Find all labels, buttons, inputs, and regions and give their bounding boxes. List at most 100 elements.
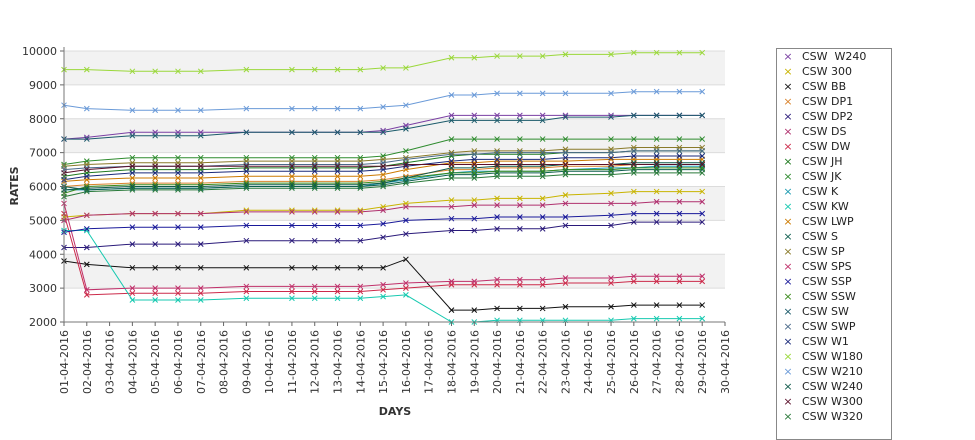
data-point — [83, 134, 90, 141]
legend-label: CSW JK — [802, 170, 842, 183]
data-point — [539, 195, 546, 202]
data-point-stroke — [471, 175, 478, 181]
data-point — [334, 173, 341, 180]
data-point-stroke — [152, 187, 159, 193]
data-point — [83, 212, 90, 219]
data-point — [289, 129, 295, 136]
data-point-stroke — [517, 305, 523, 312]
data-point — [83, 183, 90, 190]
data-point — [539, 225, 546, 232]
data-point-stroke — [448, 54, 455, 61]
data-point-stroke — [494, 305, 500, 312]
data-point — [403, 231, 409, 237]
legend-item: × CSW W1 — [777, 334, 891, 349]
data-point — [83, 173, 90, 180]
data-point-stroke — [517, 163, 523, 170]
data-point-stroke — [243, 237, 250, 244]
data-point-stroke — [562, 275, 569, 281]
legend-marker-icon: × — [783, 185, 793, 198]
data-point — [380, 264, 386, 271]
data-point-stroke — [243, 283, 250, 290]
data-point — [380, 207, 386, 214]
data-point — [357, 209, 364, 215]
data-point — [699, 159, 706, 166]
data-point — [517, 90, 523, 97]
data-point-stroke — [83, 183, 90, 190]
data-point-stroke — [630, 315, 637, 322]
data-point-stroke — [448, 227, 455, 234]
data-point — [197, 297, 204, 303]
data-point — [471, 54, 478, 61]
data-point — [448, 227, 455, 234]
data-point-stroke — [494, 195, 500, 202]
data-point-stroke — [494, 168, 500, 175]
data-point — [494, 53, 500, 59]
data-point — [494, 136, 500, 142]
line-chart: 2000 3000 4000 5000 6000 7000 8000 9000 10000 01… — [8, 45, 732, 418]
series-line — [63, 169, 703, 191]
data-point-stroke — [83, 105, 90, 112]
legend-marker-icon: × — [783, 365, 793, 378]
data-point-stroke — [676, 273, 683, 280]
data-point — [608, 154, 614, 161]
data-point — [653, 136, 660, 142]
data-point-stroke — [471, 112, 478, 119]
data-point — [243, 209, 250, 215]
data-point — [539, 202, 546, 208]
data-point — [517, 202, 523, 208]
data-point-stroke — [676, 219, 683, 225]
legend-label: CSW W210 — [802, 365, 863, 378]
data-point — [539, 276, 546, 283]
data-point — [539, 136, 546, 142]
data-point — [517, 281, 523, 288]
legend-marker-icon: × — [783, 395, 793, 408]
data-point-stroke — [152, 107, 159, 114]
data-point-stroke — [289, 129, 295, 136]
data-point — [334, 264, 341, 271]
data-point — [517, 276, 523, 283]
data-point — [562, 303, 569, 310]
data-point — [699, 88, 706, 95]
data-point-stroke — [197, 181, 204, 188]
legend-label: CSW W320 — [802, 410, 863, 423]
legend-item: × CSW SW — [777, 304, 891, 319]
data-point — [311, 173, 318, 180]
data-point-stroke — [699, 210, 706, 217]
data-point-stroke — [562, 51, 569, 58]
legend-label: CSW SW — [802, 305, 849, 318]
data-point — [653, 88, 660, 95]
data-point-stroke — [175, 290, 181, 297]
data-point-stroke — [357, 264, 364, 271]
data-point — [289, 222, 295, 229]
data-point — [243, 185, 250, 192]
data-point-stroke — [380, 171, 386, 178]
data-point-stroke — [334, 295, 341, 302]
plot-band — [64, 254, 725, 289]
data-point — [175, 290, 181, 297]
data-point-stroke — [83, 212, 90, 219]
data-point — [83, 286, 90, 293]
data-point-stroke — [357, 168, 364, 175]
legend-label: CSW KW — [802, 200, 849, 213]
data-point — [83, 292, 90, 298]
data-point — [699, 315, 706, 322]
legend-label: CSW SP — [802, 245, 845, 258]
data-point — [630, 148, 637, 154]
data-point — [243, 66, 250, 73]
data-point-stroke — [494, 161, 500, 168]
data-point — [243, 105, 250, 112]
data-point-stroke — [630, 200, 637, 207]
data-point — [539, 168, 546, 175]
data-point — [175, 241, 181, 247]
data-point-stroke — [83, 261, 90, 268]
data-point — [380, 104, 386, 110]
series-line — [64, 230, 703, 323]
data-point — [562, 154, 569, 161]
data-point — [653, 49, 660, 56]
data-point — [699, 198, 706, 205]
legend-marker-icon: × — [783, 410, 793, 423]
data-point — [471, 175, 478, 181]
data-point-stroke — [403, 161, 409, 168]
data-point-stroke — [448, 159, 455, 166]
data-point-stroke — [539, 202, 546, 208]
